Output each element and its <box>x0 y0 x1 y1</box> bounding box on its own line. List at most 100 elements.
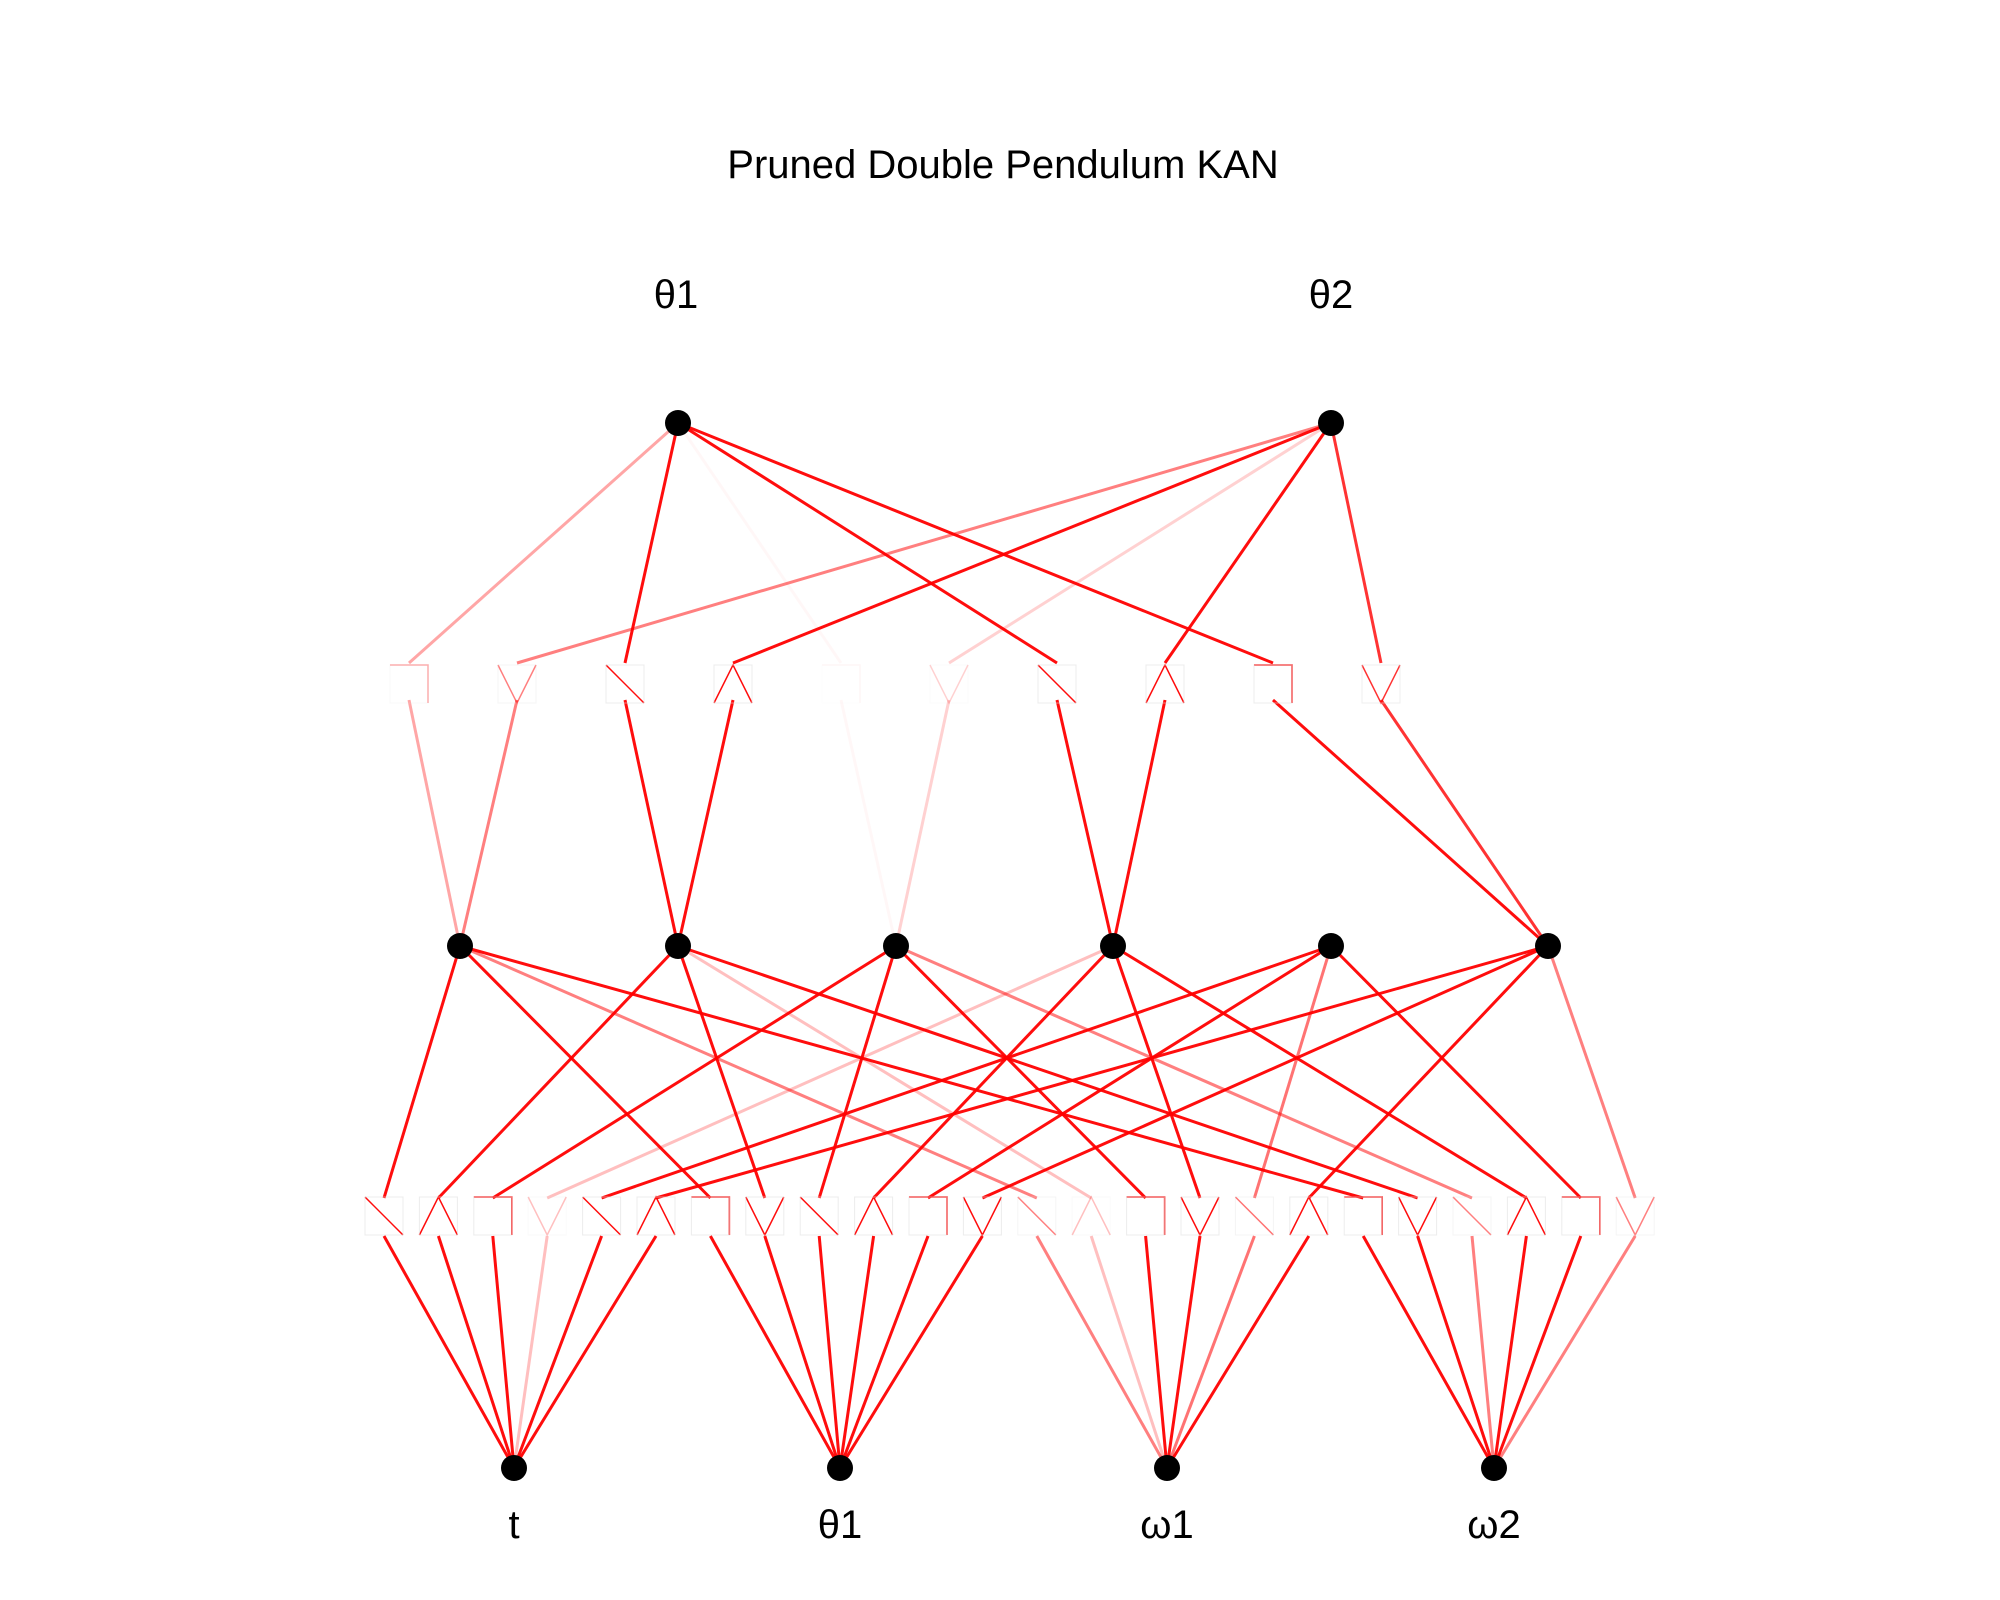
edge-l2-upper-2-0 <box>678 423 841 663</box>
activation-l2-1-1-icon-frame <box>714 665 752 703</box>
activation-l2-2-1-icon-frame <box>930 665 968 703</box>
activation-l1-1-3-icon-frame <box>855 1197 893 1235</box>
edge-l2-upper-5-1 <box>1331 423 1381 663</box>
edge-l1-upper-3-0 <box>460 946 1363 1198</box>
hidden-node-5 <box>1535 933 1561 959</box>
edge-l1-upper-1-0 <box>460 946 710 1198</box>
activation-l1-0-3-icon <box>528 1197 566 1235</box>
activation-l1-0-1-icon-frame <box>419 1197 457 1235</box>
activation-l1-2-1-icon <box>1072 1197 1110 1235</box>
edge-l1-upper-0-0 <box>384 946 460 1198</box>
input-label-t: t <box>508 1503 519 1547</box>
activation-l1-0-5-icon <box>637 1197 675 1235</box>
edge-l2-upper-3-1 <box>1165 423 1331 663</box>
activation-l1-3-4-icon-frame <box>1562 1197 1600 1235</box>
edge-l1-lower-0-5 <box>514 1236 656 1468</box>
activation-l1-3-1-icon <box>1399 1197 1437 1235</box>
activation-l1-1-5-icon <box>963 1197 1001 1235</box>
hidden-node-4 <box>1318 933 1344 959</box>
edge-l1-lower-1-5 <box>840 1236 982 1468</box>
edge-l1-upper-3-5 <box>1548 946 1635 1198</box>
edge-l2-lower-0-1 <box>460 700 517 946</box>
edge-l1-upper-2-5 <box>1309 946 1548 1198</box>
edge-l1-lower-1-4 <box>840 1236 928 1468</box>
activation-l1-0-1-icon <box>419 1197 457 1235</box>
activation-l1-3-1-icon-frame <box>1399 1197 1437 1235</box>
edge-l1-lower-0-3 <box>514 1236 547 1468</box>
edge-l1-lower-0-4 <box>514 1236 602 1468</box>
input-node-2 <box>1154 1455 1180 1481</box>
activation-l2-5-1-icon-frame <box>1362 665 1400 703</box>
edge-l1-lower-2-3 <box>1167 1236 1200 1468</box>
hidden-node-1 <box>665 933 691 959</box>
activation-l1-2-2-icon <box>1127 1197 1165 1235</box>
activation-l1-1-4-icon-frame <box>909 1197 947 1235</box>
edge-l1-upper-2-2 <box>896 946 1146 1198</box>
activation-l2-2-0-icon-frame <box>822 665 860 703</box>
input-label-omega2: ω2 <box>1467 1503 1520 1547</box>
edge-l2-lower-2-0 <box>841 700 896 946</box>
activation-l1-3-5-icon <box>1616 1197 1654 1235</box>
activation-l2-5-0-icon-frame <box>1254 665 1292 703</box>
activation-l2-0-0-icon <box>390 665 428 703</box>
activation-l1-0-5-icon-frame <box>637 1197 675 1235</box>
activation-l1-1-0-icon-frame <box>691 1197 729 1235</box>
activation-l2-0-0-icon-frame <box>390 665 428 703</box>
edge-l2-upper-2-1 <box>949 423 1331 663</box>
edge-l1-lower-2-4 <box>1167 1236 1254 1468</box>
activation-l1-2-5-icon <box>1290 1197 1328 1235</box>
edge-l2-lower-0-0 <box>409 700 460 946</box>
input-node-3 <box>1481 1455 1507 1481</box>
activation-l1-1-3-icon <box>855 1197 893 1235</box>
activation-l1-3-0-icon-frame <box>1344 1197 1382 1235</box>
edge-l2-lower-1-0 <box>625 700 678 946</box>
edge-l1-lower-1-3 <box>840 1236 874 1468</box>
output-node-0 <box>665 410 691 436</box>
hidden-node-0 <box>447 933 473 959</box>
activation-l1-1-0-icon <box>691 1197 729 1235</box>
edge-l1-upper-2-0 <box>460 946 1037 1198</box>
edge-l2-upper-1-1 <box>733 423 1331 663</box>
activation-l1-0-3-icon-frame <box>528 1197 566 1235</box>
edge-l2-lower-2-1 <box>896 700 949 946</box>
activation-l1-2-1-icon-frame <box>1072 1197 1110 1235</box>
activation-l1-2-0-icon <box>1018 1197 1056 1235</box>
edge-l2-lower-3-0 <box>1057 700 1113 946</box>
edge-l1-upper-0-4 <box>602 946 1331 1198</box>
input-node-0 <box>501 1455 527 1481</box>
edge-l1-upper-3-2 <box>896 946 1472 1198</box>
activation-l1-0-2-icon-frame <box>474 1197 512 1235</box>
activation-l1-2-2-icon-frame <box>1127 1197 1165 1235</box>
activation-l1-2-4-icon <box>1235 1197 1273 1235</box>
activation-l2-0-1-icon <box>498 665 536 703</box>
edge-l1-lower-3-3 <box>1494 1236 1526 1468</box>
hidden-node-3 <box>1100 933 1126 959</box>
edge-l2-lower-5-0 <box>1273 700 1548 946</box>
activation-l1-2-3-icon-frame <box>1181 1197 1219 1235</box>
edge-l2-upper-5-0 <box>678 423 1273 663</box>
activation-l1-3-0-icon <box>1344 1197 1382 1235</box>
activation-l1-1-4-icon <box>909 1197 947 1235</box>
activation-l2-3-1-icon-frame <box>1146 665 1184 703</box>
edge-l1-lower-2-5 <box>1167 1236 1309 1468</box>
edge-l2-lower-5-1 <box>1381 700 1548 946</box>
activation-l1-1-1-icon <box>746 1197 784 1235</box>
activation-l1-2-3-icon <box>1181 1197 1219 1235</box>
output-label-theta1: θ1 <box>654 273 699 317</box>
edge-l1-upper-0-1 <box>438 946 678 1198</box>
activation-l2-3-1-icon <box>1146 665 1184 703</box>
activation-l2-2-0-icon <box>822 665 860 703</box>
edge-l2-upper-3-0 <box>678 423 1057 663</box>
activation-l2-5-1-icon <box>1362 665 1400 703</box>
activation-l2-3-0-icon <box>1038 665 1076 703</box>
activation-l1-2-5-icon-frame <box>1290 1197 1328 1235</box>
activation-l2-1-1-icon <box>714 665 752 703</box>
output-label-theta2: θ2 <box>1309 273 1354 317</box>
edge-group <box>384 423 1635 1468</box>
activation-l1-1-2-icon <box>800 1197 838 1235</box>
activation-l1-3-2-icon <box>1453 1197 1491 1235</box>
diagram-title: Pruned Double Pendulum KAN <box>727 143 1278 187</box>
activation-l1-1-1-icon-frame <box>746 1197 784 1235</box>
activation-l2-5-0-icon <box>1254 665 1292 703</box>
